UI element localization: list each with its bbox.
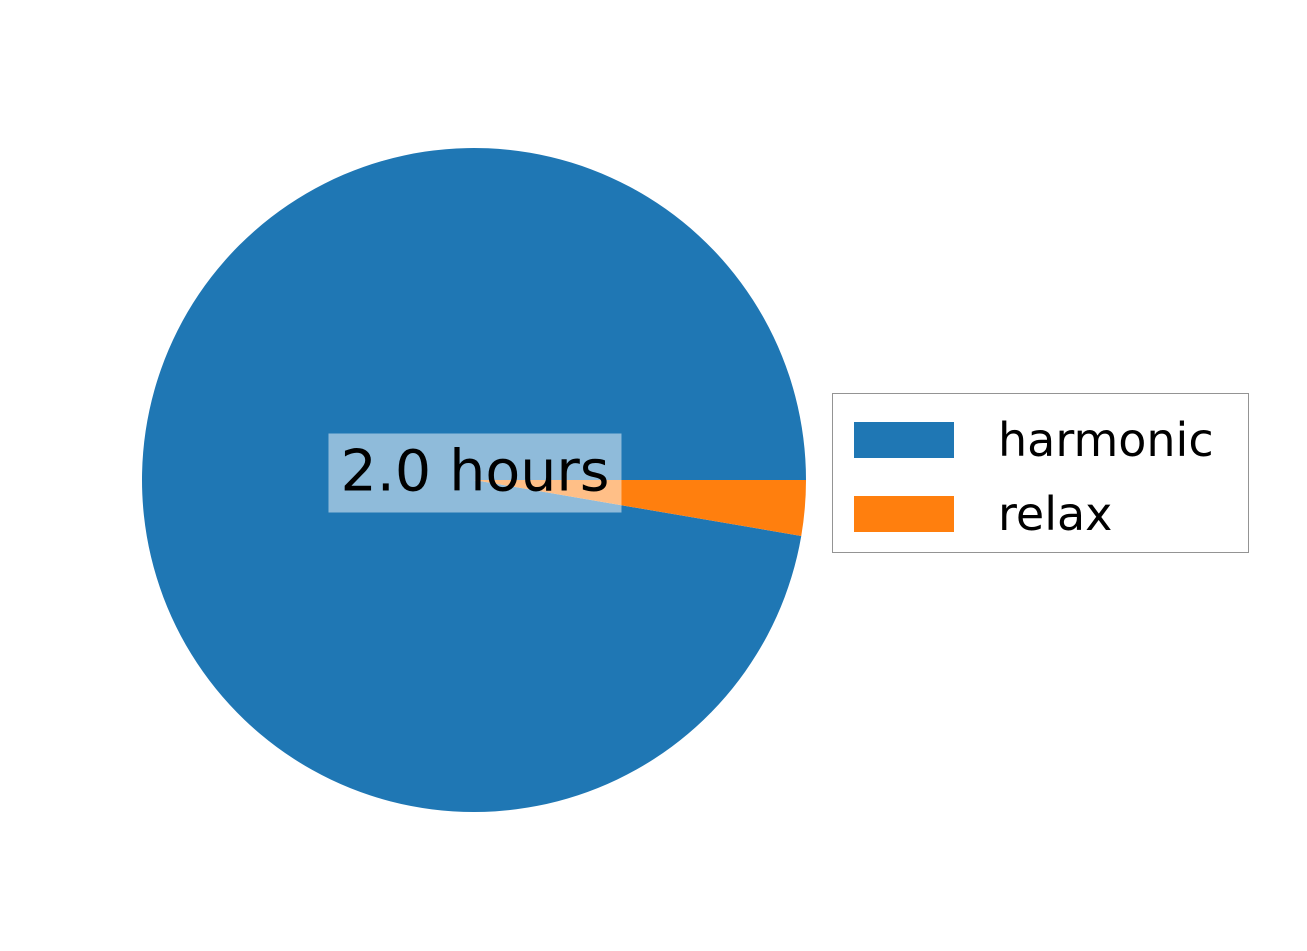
legend-label-relax: relax — [998, 487, 1113, 541]
legend-swatch-harmonic — [854, 422, 954, 458]
chart-legend: harmonic relax — [832, 393, 1249, 553]
legend-item-relax[interactable]: relax — [833, 486, 1248, 542]
legend-swatch-relax — [854, 496, 954, 532]
legend-label-harmonic: harmonic — [998, 413, 1214, 467]
legend-item-harmonic[interactable]: harmonic — [833, 412, 1248, 468]
pie-slice-label-harmonic: 2.0 hours — [328, 433, 622, 513]
